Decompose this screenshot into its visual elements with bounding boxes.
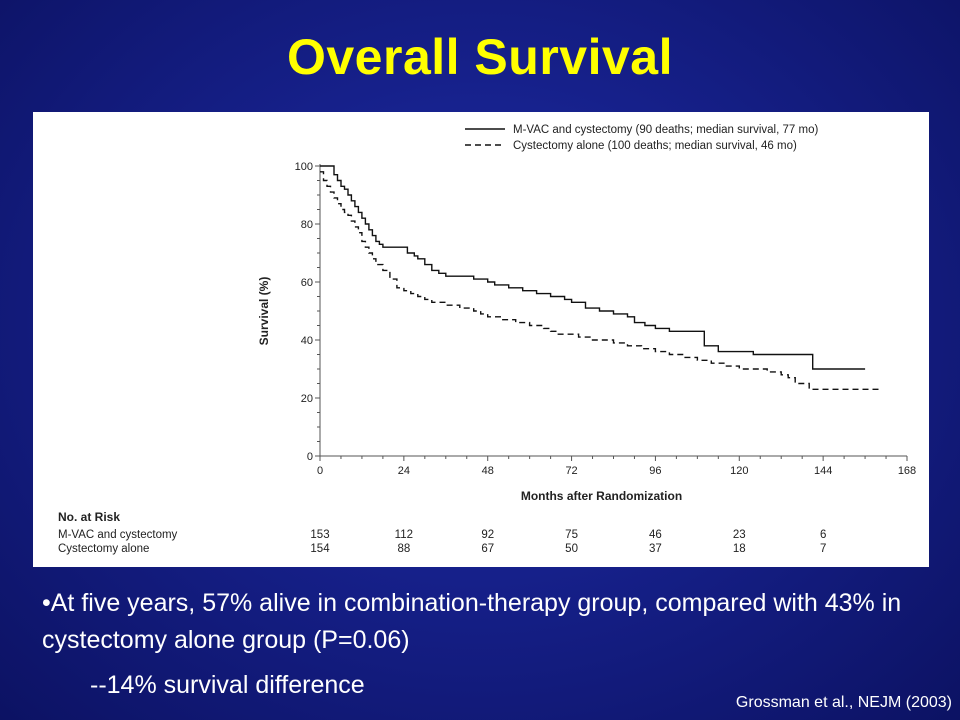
risk-table-value: 7 [820, 543, 826, 555]
y-tick-label: 0 [307, 451, 313, 463]
y-tick-label: 80 [301, 219, 313, 231]
legend-label: Cystectomy alone (100 deaths; median sur… [513, 140, 797, 152]
risk-table-row-label: Cystectomy alone [58, 543, 149, 555]
y-axis-label: Survival (%) [257, 277, 271, 346]
risk-table-value: 37 [649, 543, 662, 555]
x-tick-label: 24 [398, 465, 410, 477]
legend-label: M-VAC and cystectomy (90 deaths; median … [513, 124, 818, 136]
series-line-mvac [320, 165, 866, 370]
citation: Grossman et al., NEJM (2003) [735, 694, 952, 711]
risk-table-value: 18 [733, 543, 746, 555]
risk-table-value: 112 [395, 529, 413, 541]
x-tick-label: 168 [898, 465, 916, 477]
sub-bullet-text: --14% survival difference [90, 671, 365, 699]
x-tick-label: 144 [814, 465, 832, 477]
km-survival-chart: 0 20 40 60 80 100 0 24 48 72 96 120 144 168 Months aft… [58, 124, 916, 555]
risk-table-value: 92 [481, 529, 494, 541]
risk-table-value: 88 [397, 543, 410, 555]
km-survival-figure: 0 20 40 60 80 100 0 24 48 72 96 120 144 168 Months aft… [33, 112, 929, 567]
x-tick-label: 72 [565, 465, 577, 477]
x-tick-label: 48 [482, 465, 494, 477]
risk-table-value: 50 [565, 543, 578, 555]
risk-table-value: 67 [481, 543, 494, 555]
risk-table-value: 23 [733, 529, 746, 541]
series-line-cystectomy-alone [320, 171, 879, 390]
risk-table-row-label: M-VAC and cystectomy [58, 529, 178, 541]
risk-table-value: 75 [565, 529, 578, 541]
x-tick-label: 0 [317, 465, 323, 477]
slide-title: Overall Survival [286, 29, 673, 85]
x-axis-label: Months after Randomization [521, 489, 682, 503]
risk-table-value: 154 [310, 543, 330, 555]
risk-table-value: 6 [820, 529, 826, 541]
x-tick-label: 96 [649, 465, 661, 477]
y-tick-label: 20 [301, 393, 313, 405]
y-tick-label: 100 [295, 161, 313, 173]
x-tick-label: 120 [730, 465, 748, 477]
risk-table-value: 46 [649, 529, 662, 541]
y-tick-label: 40 [301, 335, 313, 347]
y-tick-label: 60 [301, 277, 313, 289]
bullet-text: •At five years, 57% alive in combination… [42, 589, 902, 654]
risk-table-header: No. at Risk [58, 510, 120, 524]
risk-table-value: 153 [310, 529, 329, 541]
